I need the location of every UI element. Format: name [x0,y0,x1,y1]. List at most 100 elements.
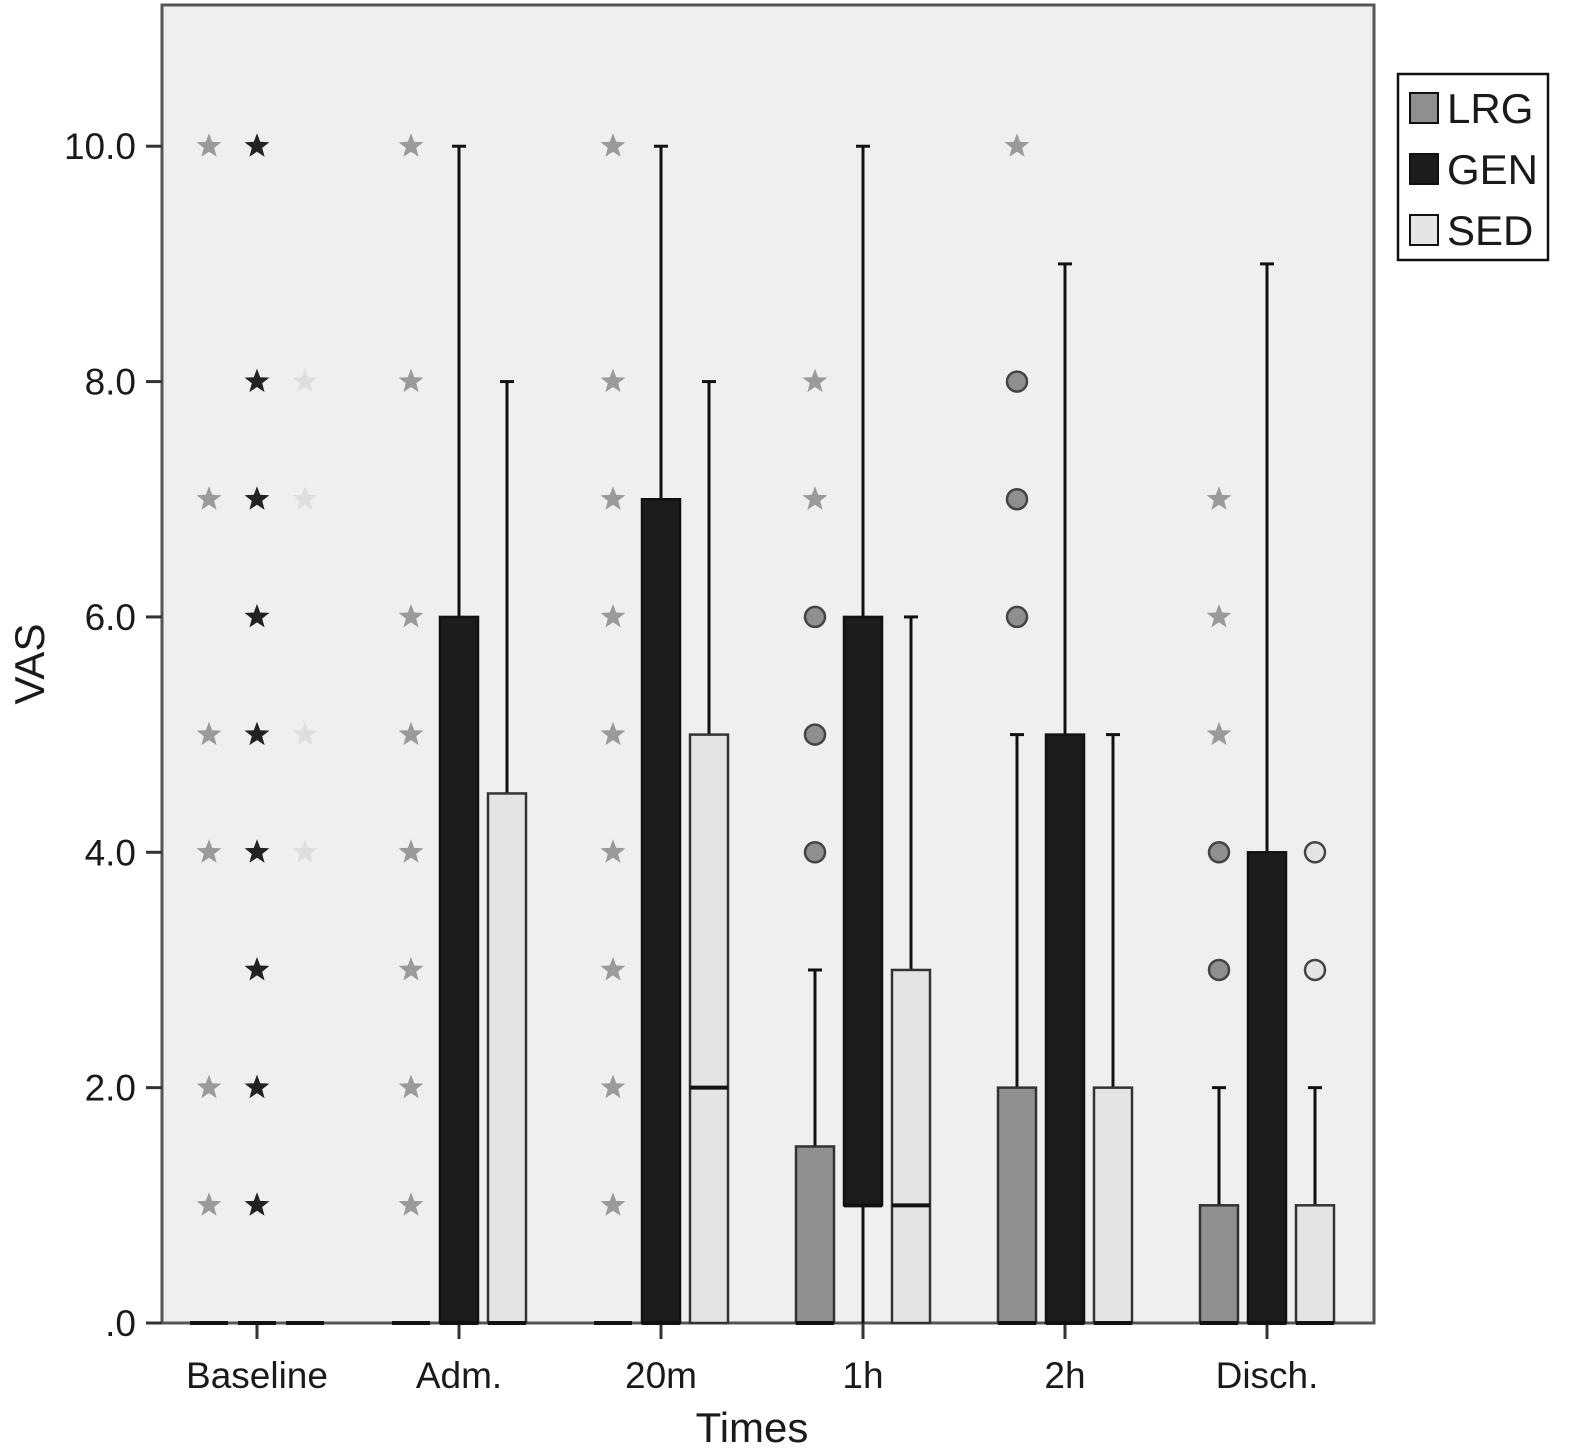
extreme-point [292,486,318,510]
extreme-point [1206,603,1232,628]
extreme-point [196,133,222,157]
box-groups [190,133,1336,1325]
extreme-point [600,1074,626,1099]
outlier-point [1005,370,1029,393]
legend-swatch-lrg [1409,92,1439,124]
outlier-point [1005,488,1029,511]
box-body [1198,1204,1240,1325]
extreme-point [600,1192,626,1216]
x-axis-title: Times [696,1404,809,1451]
box-body [842,615,884,1207]
legend-swatch-sed [1409,214,1439,246]
extreme-point [398,957,424,981]
extreme-point [600,603,626,628]
box-body [1092,1086,1134,1325]
legend-label-lrg: LRG [1447,85,1533,132]
extreme-point [1206,721,1232,746]
box-sed [486,380,528,1325]
box-sed [1092,733,1134,1325]
extreme-point [398,368,424,393]
y-tick-label: 2.0 [85,1068,136,1109]
outlier-point [1005,605,1029,629]
extreme-point [398,1074,424,1099]
box-lrg [594,133,632,1325]
outlier-point [803,605,827,629]
box-body [640,498,682,1325]
outlier-point [803,841,827,864]
extreme-point [244,1074,270,1099]
extreme-point [244,1192,270,1216]
box-gen [1044,262,1086,1325]
extreme-point [244,839,270,863]
box-body [996,1086,1038,1325]
extreme-point [398,721,424,746]
y-tick-label: 8.0 [85,362,136,403]
extreme-point [398,839,424,863]
box-lrg [392,133,430,1325]
extreme-point [398,133,424,157]
extreme-point [244,957,270,981]
outlier-point [1303,958,1327,982]
extreme-point [600,133,626,157]
box-body [794,1145,836,1325]
extreme-point [292,368,318,393]
extreme-point [244,603,270,628]
extreme-point [244,721,270,746]
x-axis: Baseline Adm. 20m 1h 2h Disch. [186,1323,1318,1396]
y-axis: .0 2.0 4.0 6.0 8.0 10.0 [64,126,162,1344]
extreme-point [1206,486,1232,510]
x-tick-label: Baseline [186,1355,328,1396]
extreme-point [600,957,626,981]
box-gen [842,144,884,1323]
extreme-point [292,721,318,746]
box-lrg [1198,486,1240,1325]
extreme-point [398,1192,424,1216]
y-axis-title: VAS [6,624,53,705]
box-body [688,733,730,1325]
box-sed [1294,841,1336,1325]
extreme-point [1004,133,1030,157]
box-body [1246,851,1288,1325]
box-gen [1246,262,1288,1325]
box-sed [890,615,932,1325]
extreme-point [244,133,270,157]
y-tick-label: .0 [105,1303,136,1344]
legend-label-sed: SED [1447,207,1533,254]
extreme-point [802,368,828,393]
outlier-point [1207,841,1231,864]
box-sed [688,380,730,1325]
y-tick-label: 10.0 [64,126,136,167]
box-body [1044,733,1086,1325]
extreme-point [398,603,424,628]
legend-label-gen: GEN [1447,146,1538,193]
box-body [438,615,480,1325]
outlier-point [1207,958,1231,982]
extreme-point [196,1074,222,1099]
box-sed [286,368,324,1325]
box-body [1294,1204,1336,1325]
outlier-point [1303,841,1327,864]
extreme-point [600,486,626,510]
box-body [486,792,528,1325]
extreme-point [244,368,270,393]
y-tick-label: 4.0 [85,832,136,873]
x-tick-label: Disch. [1216,1355,1319,1396]
extreme-point [196,721,222,746]
x-tick-label: Adm. [416,1355,502,1396]
extreme-point [600,368,626,393]
extreme-point [196,486,222,510]
box-body [890,968,932,1325]
box-gen [640,144,682,1325]
extreme-point [244,486,270,510]
x-tick-label: 2h [1044,1355,1085,1396]
extreme-point [600,839,626,863]
legend: LRG GEN SED [1396,72,1550,262]
box-lrg [190,133,228,1325]
extreme-point [600,721,626,746]
plot-area [160,3,1376,1325]
extreme-point [802,486,828,510]
x-tick-label: 20m [625,1355,697,1396]
box-lrg [996,133,1038,1325]
y-tick-label: 6.0 [85,597,136,638]
